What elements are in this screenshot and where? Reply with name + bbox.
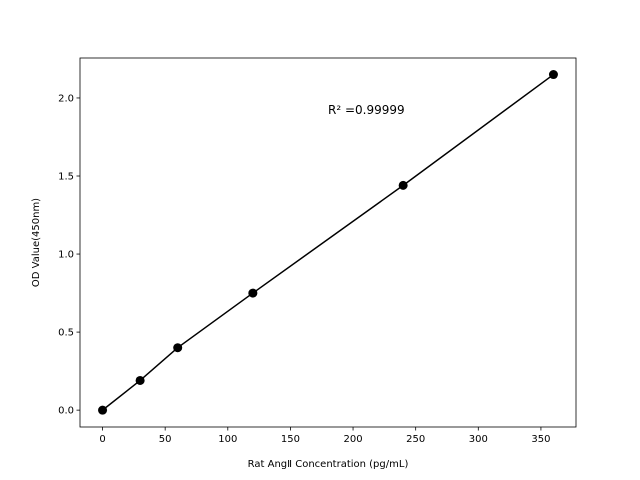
x-tick-label: 100 (218, 434, 237, 445)
y-tick-label: 1.5 (58, 172, 74, 183)
series-line (102, 73, 554, 411)
data-point (173, 343, 183, 353)
plot-frame (79, 57, 577, 428)
x-axis-label: Rat AngⅡ Concentration (pg/mL) (248, 459, 409, 470)
data-point (248, 288, 258, 298)
data-point (135, 375, 145, 385)
y-tick-label: 1.0 (58, 250, 74, 261)
x-tick-label: 300 (469, 434, 488, 445)
y-tick-label: 0.0 (58, 406, 74, 417)
x-tick-label: 350 (531, 434, 550, 445)
series (98, 70, 558, 415)
x-tick-label: 150 (281, 434, 300, 445)
r-squared-annotation: R² =0.99999 (328, 103, 405, 117)
data-point (398, 180, 408, 190)
y-tick-label: 0.5 (58, 328, 74, 339)
data-point (98, 405, 108, 415)
x-tick-label: 50 (159, 434, 172, 445)
data-point (548, 70, 558, 80)
x-axis: 0 50 100 150 200 250 300 350 (99, 427, 550, 445)
x-tick-label: 0 (99, 434, 105, 445)
x-tick-label: 250 (406, 434, 425, 445)
x-tick-label: 200 (344, 434, 363, 445)
annotations: R² =0.99999 (328, 103, 405, 117)
y-axis: 0.0 0.5 1.0 1.5 2.0 (58, 93, 80, 417)
y-tick-label: 2.0 (58, 93, 74, 104)
y-axis-label: OD Value(450nm) (31, 198, 42, 287)
